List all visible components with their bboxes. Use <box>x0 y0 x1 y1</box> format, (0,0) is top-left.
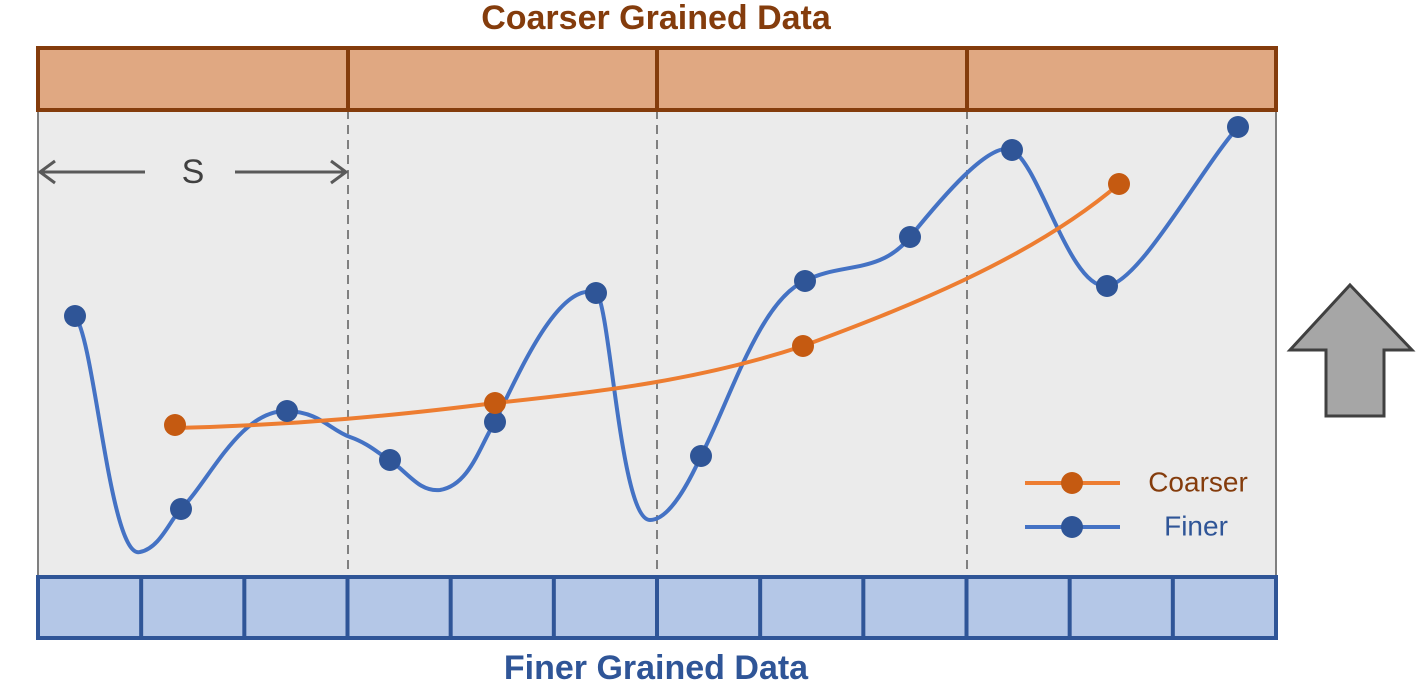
legend-label: Coarser <box>1148 466 1248 497</box>
coarser-points <box>164 173 1130 436</box>
point <box>792 335 814 357</box>
arrow-head <box>37 159 56 185</box>
fine-band <box>36 575 1278 640</box>
up-arrow <box>1286 282 1416 418</box>
dividers <box>347 110 968 577</box>
point <box>690 445 712 467</box>
point <box>1108 173 1130 195</box>
coarse-band <box>36 46 1278 112</box>
legend-marker <box>1061 516 1083 538</box>
point <box>899 226 921 248</box>
point <box>1001 139 1023 161</box>
point <box>170 498 192 520</box>
point <box>276 400 298 422</box>
finer-points <box>64 116 1249 520</box>
top-title: Coarser Grained Data <box>481 0 832 37</box>
arrow-head <box>330 159 349 185</box>
point <box>64 305 86 327</box>
legend: Coarser Finer <box>1025 466 1248 541</box>
span-arrow <box>37 159 349 185</box>
coarser-curve <box>174 182 1121 430</box>
span-label: S <box>182 153 205 191</box>
point <box>484 392 506 414</box>
point <box>585 282 607 304</box>
point <box>1096 275 1118 297</box>
legend-label: Finer <box>1164 510 1228 541</box>
point <box>484 411 506 433</box>
point <box>164 414 186 436</box>
point <box>379 449 401 471</box>
legend-marker <box>1061 472 1083 494</box>
bottom-title: Finer Grained Data <box>504 649 809 687</box>
point <box>794 270 816 292</box>
point <box>1227 116 1249 138</box>
